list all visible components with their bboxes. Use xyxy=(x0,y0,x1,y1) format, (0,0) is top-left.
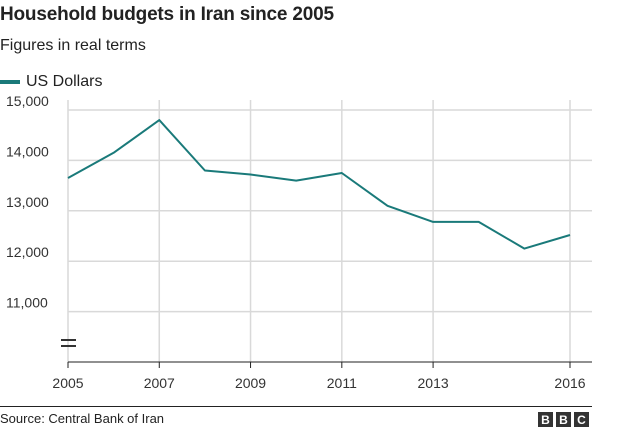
series-line xyxy=(67,119,571,250)
logo-letter: B xyxy=(538,412,553,427)
y-tick-label: 12,000 xyxy=(6,244,49,260)
x-tick-label: 2009 xyxy=(235,375,266,391)
logo-letter: C xyxy=(574,412,589,427)
x-tick-label: 2016 xyxy=(554,375,585,391)
chart-subtitle: Figures in real terms xyxy=(0,37,146,54)
bbc-logo: B B C xyxy=(538,412,589,427)
y-tick-label: 15,000 xyxy=(6,93,49,109)
footer-rule xyxy=(0,406,592,407)
y-tick-label: 14,000 xyxy=(6,143,49,159)
legend-swatch xyxy=(0,80,20,84)
x-tick-label: 2011 xyxy=(327,375,357,391)
source-note: Source: Central Bank of Iran xyxy=(0,411,165,426)
y-tick-label: 13,000 xyxy=(6,194,49,210)
legend-label: US Dollars xyxy=(26,73,103,90)
y-tick-label: 11,000 xyxy=(6,295,48,311)
x-tick-label: 2007 xyxy=(144,375,175,391)
x-tick-label: 2005 xyxy=(52,375,83,391)
chart-title: Household budgets in Iran since 2005 xyxy=(0,4,334,25)
x-tick-label: 2013 xyxy=(418,375,449,391)
logo-letter: B xyxy=(556,412,571,427)
legend: US Dollars xyxy=(0,73,102,91)
